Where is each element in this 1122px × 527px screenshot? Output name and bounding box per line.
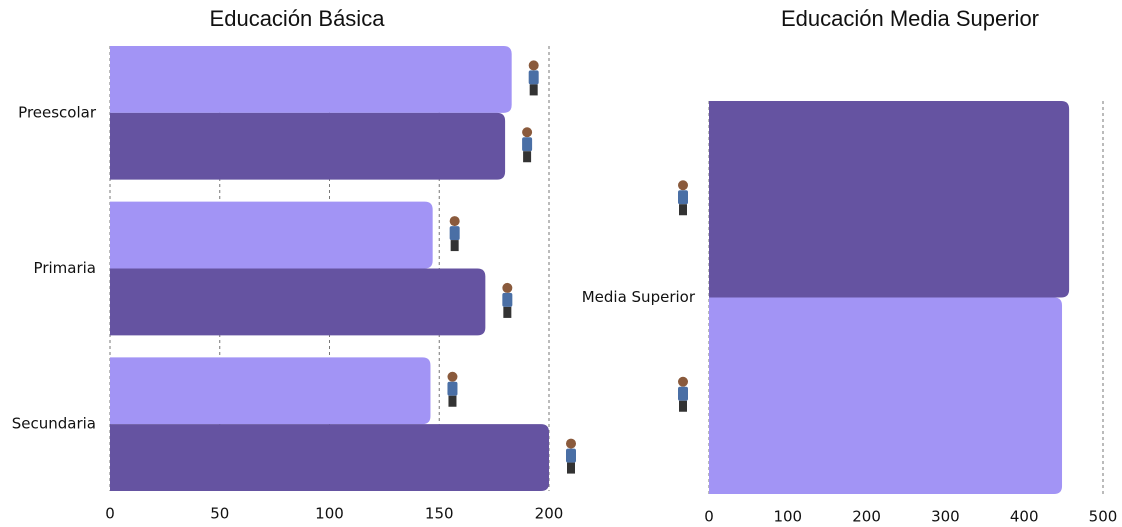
figure-head [502, 282, 513, 293]
bar [709, 101, 1070, 298]
bar [110, 112, 506, 180]
figure-icon [502, 282, 513, 318]
x-tick-label: 0 [704, 508, 714, 526]
x-tick-label: 300 [931, 508, 960, 526]
figure-legs [679, 400, 687, 412]
figure-icon [522, 127, 533, 163]
figure-icon [678, 376, 688, 412]
figure-legs [450, 240, 459, 252]
figure-head [566, 438, 576, 449]
x-tick-label: 100 [773, 508, 802, 526]
figure-body [522, 137, 533, 152]
x-tick-label: 150 [425, 505, 454, 523]
x-tick-label: 0 [105, 505, 115, 523]
figure-head [678, 376, 688, 387]
figure-icon [449, 216, 460, 252]
figure-body [678, 190, 688, 205]
chart-title: Educación Media Superior [781, 6, 1039, 31]
figure-legs [567, 462, 575, 474]
bar [709, 297, 1063, 494]
figure-icon [528, 60, 539, 96]
figure-legs [503, 306, 512, 318]
x-tick-label: 50 [210, 505, 229, 523]
bar [110, 424, 549, 491]
figure-body [678, 386, 688, 401]
category-label: Primaria [34, 259, 96, 277]
x-tick-label: 400 [1010, 508, 1039, 526]
figure-icon [566, 438, 576, 474]
bar [110, 357, 431, 425]
figure-legs [529, 84, 538, 96]
figure-head [528, 60, 539, 71]
bar [110, 201, 433, 269]
figure-body [566, 448, 576, 463]
figure-head [522, 127, 533, 138]
bar [110, 268, 486, 336]
category-label: Media Superior [582, 288, 696, 306]
figure-icon [678, 180, 688, 216]
figure-icon [447, 371, 458, 407]
category-label: Secundaria [12, 415, 96, 433]
figure-body [502, 292, 513, 307]
figure-body [447, 381, 458, 396]
figure-body [528, 70, 539, 85]
figure-legs [679, 204, 687, 216]
bar [110, 46, 512, 113]
x-tick-label: 500 [1089, 508, 1118, 526]
figure-head [449, 216, 460, 227]
figure-head [678, 180, 688, 191]
figure-legs [523, 151, 532, 163]
chart-title: Educación Básica [210, 6, 386, 31]
category-label: Preescolar [18, 103, 97, 121]
x-tick-label: 200 [852, 508, 881, 526]
figure-body [449, 226, 460, 241]
x-tick-label: 200 [535, 505, 564, 523]
x-tick-label: 100 [315, 505, 344, 523]
figure-legs [448, 395, 457, 407]
figure-head [447, 371, 458, 382]
